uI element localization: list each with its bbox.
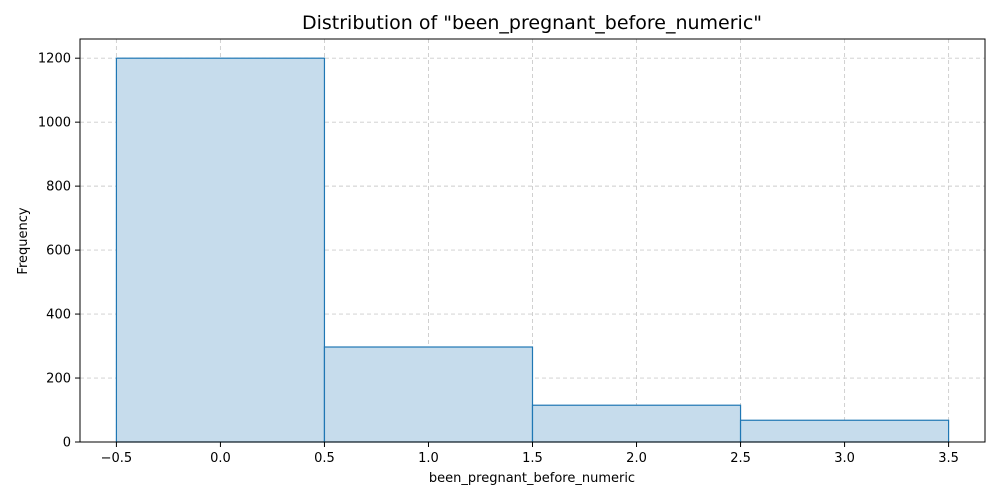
x-tick-label: −0.5 [101,451,133,466]
histogram-bar [739,419,950,443]
y-tick-label: 400 [46,308,71,323]
y-axis-ticks: 0 200 400 600 800 1000 1200 [38,52,80,451]
x-axis-label: been_pregnant_before_numeric [429,471,635,486]
x-tick-label: 2.0 [626,451,647,466]
x-tick-label: 2.5 [730,451,751,466]
y-tick-label: 200 [46,372,71,387]
histogram-bar [115,57,326,443]
x-tick-label: 3.5 [938,451,959,466]
bars [115,57,950,443]
histogram-bar [531,404,742,443]
y-tick-label: 1000 [38,116,71,131]
y-tick-label: 600 [46,244,71,259]
x-tick-label: 1.0 [418,451,439,466]
x-tick-label: 1.5 [522,451,543,466]
y-axis-label: Frequency [16,207,31,274]
x-tick-label: 0.0 [210,451,231,466]
y-tick-label: 0 [63,436,71,451]
x-tick-label: 3.0 [834,451,855,466]
x-axis-ticks: −0.5 0.0 0.5 1.0 1.5 2.0 2.5 3.0 3.5 [101,442,959,466]
y-tick-label: 800 [46,180,71,195]
y-tick-label: 1200 [38,52,71,67]
chart-title: Distribution of "been_pregnant_before_nu… [302,12,762,34]
x-tick-label: 0.5 [314,451,335,466]
histogram-bar [323,346,534,443]
